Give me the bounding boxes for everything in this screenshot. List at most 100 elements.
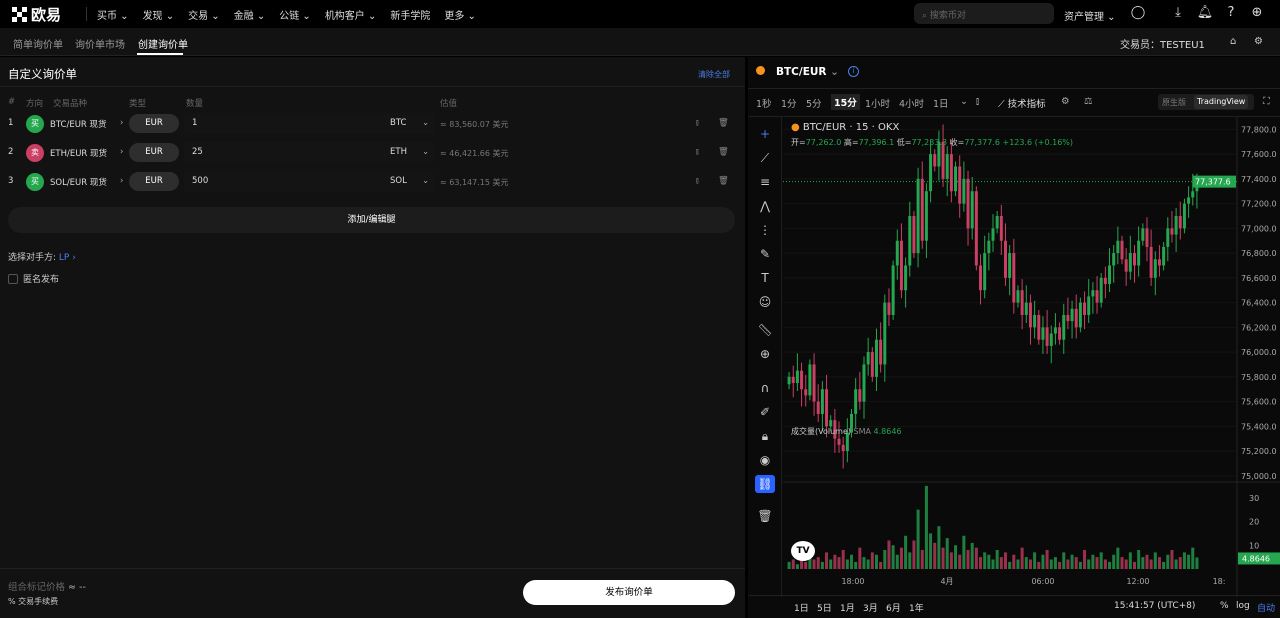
percent-toggle[interactable]: % [1220, 601, 1229, 611]
range-4[interactable]: 6月 [886, 604, 901, 614]
settings-icon[interactable]: ⚙ [1254, 36, 1263, 47]
nav-institutional[interactable]: 机构客户 ⌄ [324, 10, 377, 22]
nav-more[interactable]: 更多 ⌄ [444, 10, 476, 22]
clear-all-link[interactable]: 清除全部 [698, 70, 730, 79]
user-icon[interactable]: ◯ [1130, 5, 1146, 20]
type-button[interactable]: EUR [129, 172, 179, 191]
fee-info[interactable]: % 交易手续费 [8, 597, 59, 606]
counterparty-selector[interactable]: 选择对手方: LP › [8, 253, 76, 263]
mode-tradingview[interactable]: TradingView [1194, 95, 1249, 109]
lock-draw-icon[interactable]: ✐ [759, 405, 771, 419]
chart-leg-icon[interactable]: ⫾ [696, 118, 699, 128]
crosshair-icon[interactable]: + [759, 127, 771, 141]
auto-toggle[interactable]: 自动 [1257, 604, 1276, 614]
unit-selector[interactable]: SOL [390, 176, 407, 186]
search-input[interactable]: ⌕ 搜索币对 [914, 3, 1054, 24]
chart-settings-icon[interactable]: ⚙ [1061, 96, 1070, 107]
fullscreen-icon[interactable]: ⛶ [1263, 96, 1270, 107]
chevron-down-icon[interactable]: ⌄ [422, 118, 430, 128]
unit-selector[interactable]: ETH [390, 147, 407, 157]
quantity-input[interactable]: 1 BTC ⌄ [184, 113, 434, 134]
interval-dropdown-icon[interactable]: ⌄ [960, 96, 968, 107]
interval-3[interactable]: 15分 [831, 94, 860, 110]
chart-leg-icon[interactable]: ⫾ [696, 147, 699, 157]
quantity-input[interactable]: 25 ETH ⌄ [184, 142, 434, 163]
link-icon[interactable]: ⛓ [755, 475, 775, 493]
compare-icon[interactable]: ⚖ [1084, 96, 1093, 107]
download-icon[interactable]: ⤓ [1175, 5, 1181, 20]
channel-icon[interactable]: ⋮ [759, 223, 771, 237]
zoom-in-icon[interactable]: ⊕ [759, 347, 771, 361]
text-icon[interactable]: T [761, 271, 769, 285]
emoji-icon[interactable]: ☺ [758, 295, 772, 309]
nav-academy[interactable]: 新手学院 [390, 10, 431, 22]
side-badge[interactable]: 卖 [26, 144, 44, 162]
chevron-right-icon[interactable]: › [120, 118, 124, 128]
ruler-icon[interactable]: 📏︎ [757, 323, 773, 337]
instrument[interactable]: SOL/EUR 现货 [50, 178, 107, 188]
help-icon[interactable]: ? [1227, 5, 1235, 20]
tradingview-logo[interactable]: TV [791, 541, 815, 561]
trash-icon[interactable]: 🗑︎ [757, 509, 773, 523]
anonymous-checkbox[interactable]: 匿名发布 [8, 272, 59, 285]
brush-icon[interactable]: ✎ [759, 247, 771, 261]
interval-6[interactable]: 1日 [933, 99, 949, 110]
trendline-icon[interactable]: ⟋ [760, 151, 770, 165]
eye-icon[interactable]: ◉ [759, 453, 771, 467]
tab-simple-rfq[interactable]: 简单询价单 [13, 40, 63, 51]
trash-icon[interactable]: 🗑︎ [718, 147, 729, 157]
side-badge[interactable]: 买 [26, 173, 44, 191]
chevron-down-icon[interactable]: ⌄ [422, 147, 430, 157]
portfolio-icon[interactable]: ⌂ [1230, 36, 1237, 47]
trash-icon[interactable]: 🗑︎ [718, 118, 729, 128]
candle-type-icon[interactable]: ⫾ [976, 96, 980, 107]
type-button[interactable]: EUR [129, 114, 179, 133]
interval-0[interactable]: 1秒 [756, 99, 772, 110]
mode-native[interactable]: 原生版 [1162, 98, 1186, 107]
brand-logo[interactable]: 欧易 [12, 4, 86, 25]
range-1[interactable]: 5日 [817, 604, 832, 614]
nav-buy[interactable]: 买币 ⌄ [97, 10, 129, 22]
fib-icon[interactable]: ≡ [759, 175, 771, 189]
range-3[interactable]: 3月 [863, 604, 878, 614]
tab-rfq-market[interactable]: 询价单市场 [75, 40, 125, 51]
magnet-icon[interactable]: ∩ [760, 381, 770, 395]
instrument[interactable]: ETH/EUR 现货 [50, 149, 108, 159]
chevron-right-icon[interactable]: › [120, 176, 124, 186]
info-icon[interactable]: i [848, 66, 859, 77]
trash-icon[interactable]: 🗑︎ [718, 176, 729, 186]
chart-leg-icon[interactable]: ⫾ [696, 176, 699, 186]
nav-discover[interactable]: 发现 ⌄ [142, 10, 175, 22]
checkbox-icon[interactable] [8, 273, 18, 284]
unit-selector[interactable]: BTC [390, 118, 407, 128]
assets-menu[interactable]: 资产管理 ⌄ [1064, 12, 1116, 23]
interval-5[interactable]: 4小时 [899, 99, 925, 110]
nav-finance[interactable]: 金融 ⌄ [233, 10, 266, 22]
price-chart[interactable]: 77,800.0 77,600.0 77,400.0 77,200.0 77,000.0… [783, 117, 1280, 597]
chevron-right-icon[interactable]: › [120, 147, 124, 157]
tab-create-rfq[interactable]: 创建询价单 [138, 40, 188, 51]
interval-2[interactable]: 5分 [806, 99, 822, 110]
instrument[interactable]: BTC/EUR 现货 [50, 120, 107, 130]
nav-chain[interactable]: 公链 ⌄ [279, 10, 311, 22]
lock-icon[interactable]: 🔒︎ [761, 429, 769, 443]
range-0[interactable]: 1日 [794, 604, 809, 614]
pair-selector[interactable]: BTC/EUR ⌄ [776, 66, 839, 78]
clock[interactable]: 15:41:57 (UTC+8) [1114, 601, 1196, 611]
type-button[interactable]: EUR [129, 143, 179, 162]
side-badge[interactable]: 买 [26, 115, 44, 133]
chevron-down-icon[interactable]: ⌄ [422, 176, 430, 186]
submit-rfq-button[interactable]: 发布询价单 [523, 580, 735, 605]
indicators-button[interactable]: ⟋ 技术指标 [998, 99, 1046, 110]
log-toggle[interactable]: log [1236, 601, 1250, 611]
bell-icon[interactable]: 🔔︎ [1196, 5, 1214, 20]
range-2[interactable]: 1月 [840, 604, 855, 614]
interval-4[interactable]: 1小时 [865, 99, 891, 110]
nav-trade[interactable]: 交易 ⌄ [188, 10, 220, 22]
quantity-input[interactable]: 500 SOL ⌄ [184, 171, 434, 192]
globe-icon[interactable]: ⊕ [1251, 5, 1263, 20]
range-5[interactable]: 1年 [909, 604, 924, 614]
add-edit-legs-button[interactable]: 添加/编辑腿 [8, 207, 735, 233]
pattern-icon[interactable]: ⋀ [760, 199, 770, 213]
interval-1[interactable]: 1分 [781, 99, 797, 110]
